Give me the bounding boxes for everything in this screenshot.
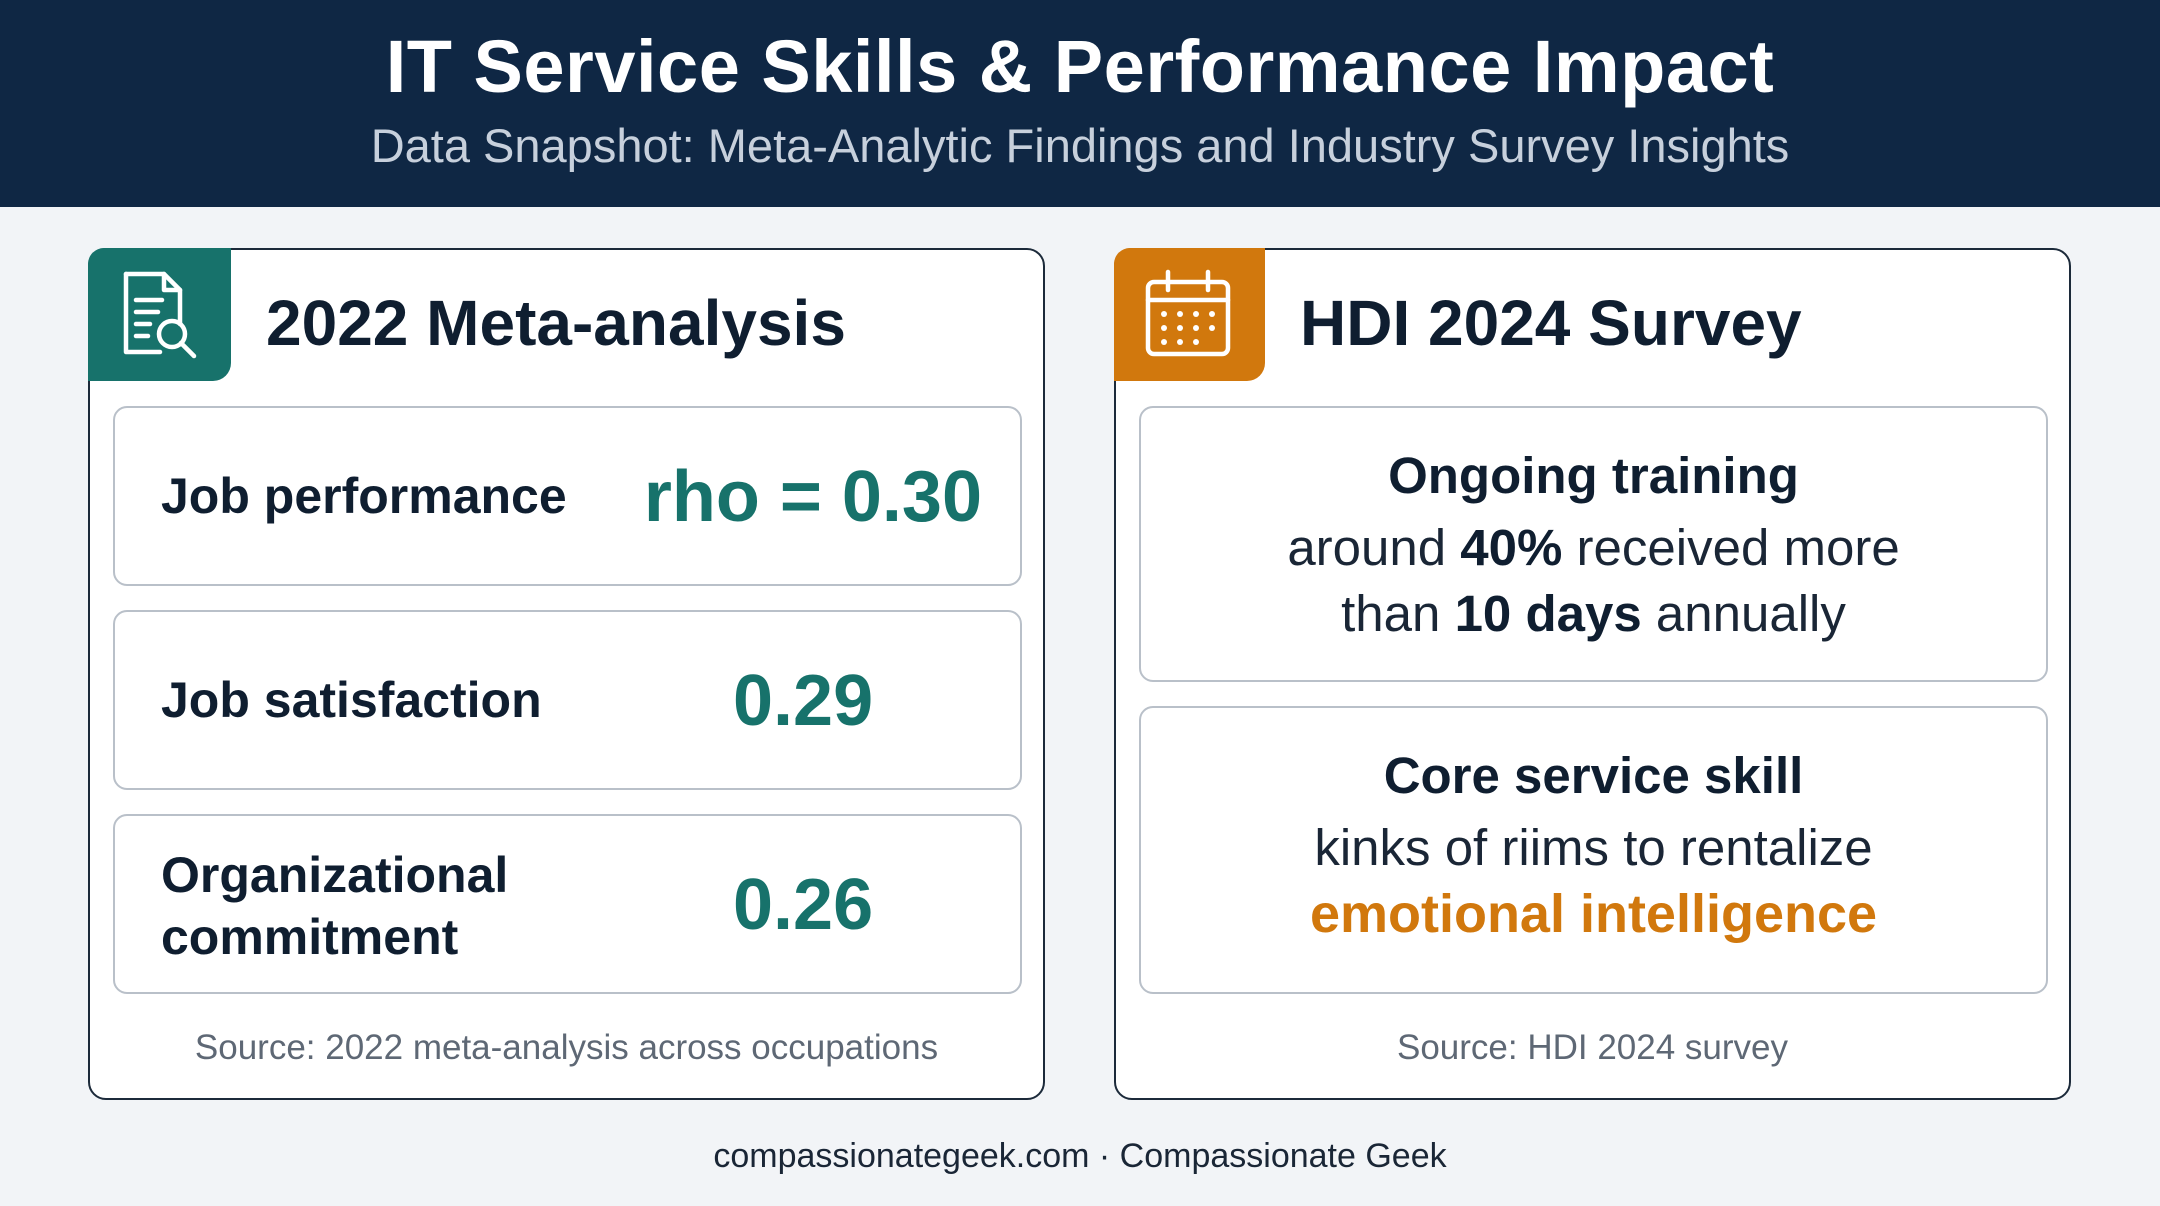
calendar-icon (1145, 269, 1231, 357)
meta-analysis-title: 2022 Meta-analysis (266, 287, 846, 359)
metric-value: 0.29 (733, 661, 874, 741)
page-title: IT Service Skills & Performance Impact (385, 25, 1775, 108)
skill-box: Core service skill kinks of riims to ren… (1139, 706, 2048, 994)
footer-credit: compassionategeek.com · Compassionate Ge… (713, 1137, 1447, 1175)
document-search-icon (123, 271, 197, 359)
metric-value: rho = 0.30 (643, 457, 982, 537)
skill-heading: Core service skill (1383, 747, 1804, 804)
meta-analysis-card: 2022 Meta-analysis Job performance rho =… (88, 248, 1045, 1100)
metric-label-line: commitment (161, 909, 459, 965)
metric-job-performance: Job performance rho = 0.30 (113, 406, 1022, 586)
metric-value: 0.26 (733, 865, 874, 945)
training-days: 10 days (1454, 585, 1642, 642)
metric-job-satisfaction: Job satisfaction 0.29 (113, 610, 1022, 790)
training-percent: 40% (1460, 519, 1563, 576)
skill-line: kinks of riims to rentalize (1314, 819, 1873, 876)
training-box: Ongoing training around 40% received mor… (1139, 406, 2048, 682)
survey-title: HDI 2024 Survey (1300, 287, 1802, 359)
meta-analysis-source: Source: 2022 meta-analysis across occupa… (194, 1028, 939, 1067)
training-line: than 10 days annually (1341, 585, 1846, 642)
skill-highlight: emotional intelligence (1309, 884, 1878, 944)
survey-card: HDI 2024 Survey Ongoing training around … (1114, 248, 2071, 1100)
survey-icon-badge (1114, 248, 1265, 381)
meta-analysis-icon-badge (88, 248, 231, 381)
metric-label: Job satisfaction (161, 672, 542, 728)
metric-label-line: Organizational (161, 847, 509, 903)
metric-organizational-commitment: Organizational commitment 0.26 (113, 814, 1022, 994)
page-subtitle: Data Snapshot: Meta-Analytic Findings an… (370, 119, 1790, 172)
training-heading: Ongoing training (1388, 447, 1799, 504)
metric-label: Organizational commitment (161, 844, 508, 968)
training-line: around 40% received more (1287, 519, 1900, 576)
survey-source: Source: HDI 2024 survey (1396, 1028, 1788, 1067)
metric-label: Job performance (161, 468, 567, 524)
page-header: IT Service Skills & Performance Impact D… (0, 0, 2160, 207)
